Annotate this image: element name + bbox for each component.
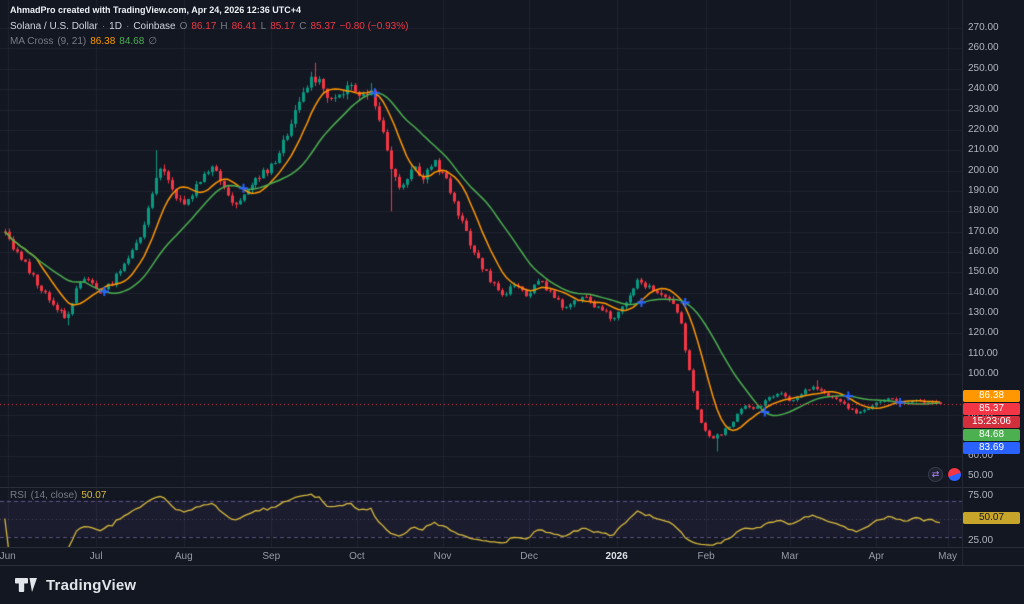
circular-arrows-icon[interactable]: ⇄	[928, 467, 943, 482]
open-label: O	[179, 21, 188, 32]
ma-slow-value: 84.68	[119, 36, 145, 47]
ma-cross-title[interactable]: MA Cross	[10, 36, 54, 47]
symbol-legend[interactable]: Solana / U.S. Dollar · 1D · Coinbase O 8…	[10, 21, 408, 32]
ma-cross-legend[interactable]: MA Cross (9, 21) 86.38 84.68 ∅	[10, 36, 157, 47]
low-value: 85.17	[270, 21, 296, 32]
paper-trading-icon[interactable]	[947, 467, 962, 482]
tradingview-logo-text[interactable]: TradingView	[46, 576, 137, 594]
legend-separator: ·	[101, 21, 106, 32]
chart-floating-icons: ⇄	[928, 467, 962, 482]
footer-bar: TradingView	[0, 566, 1024, 604]
ma-cross-params: (9, 21)	[57, 36, 87, 47]
high-label: H	[220, 21, 228, 32]
exchange-label: Coinbase	[133, 21, 176, 32]
ma-fast-value: 86.38	[90, 36, 116, 47]
rsi-params: (14, close)	[30, 490, 78, 501]
close-label: C	[299, 21, 307, 32]
pane-separator[interactable]	[0, 487, 1024, 488]
change-value: −0.80 (−0.93%)	[339, 21, 409, 32]
legend-separator: ·	[125, 21, 130, 32]
rsi-title[interactable]: RSI	[10, 490, 27, 501]
high-value: 86.41	[231, 21, 257, 32]
price-axis-border	[962, 0, 963, 565]
indicator-options-icon[interactable]: ∅	[148, 36, 158, 47]
tradingview-logo-icon[interactable]	[14, 575, 38, 595]
close-value: 85.37	[310, 21, 336, 32]
interval-label[interactable]: 1D	[109, 21, 122, 32]
rsi-value: 50.07	[81, 490, 107, 501]
watermark: AhmadPro created with TradingView.com, A…	[10, 5, 302, 15]
footer-separator	[0, 565, 1024, 566]
symbol-name[interactable]: Solana / U.S. Dollar	[10, 21, 98, 32]
time-axis-separator	[0, 547, 1024, 548]
open-value: 86.17	[191, 21, 217, 32]
rsi-legend[interactable]: RSI (14, close) 50.07	[10, 490, 106, 501]
low-label: L	[260, 21, 267, 32]
